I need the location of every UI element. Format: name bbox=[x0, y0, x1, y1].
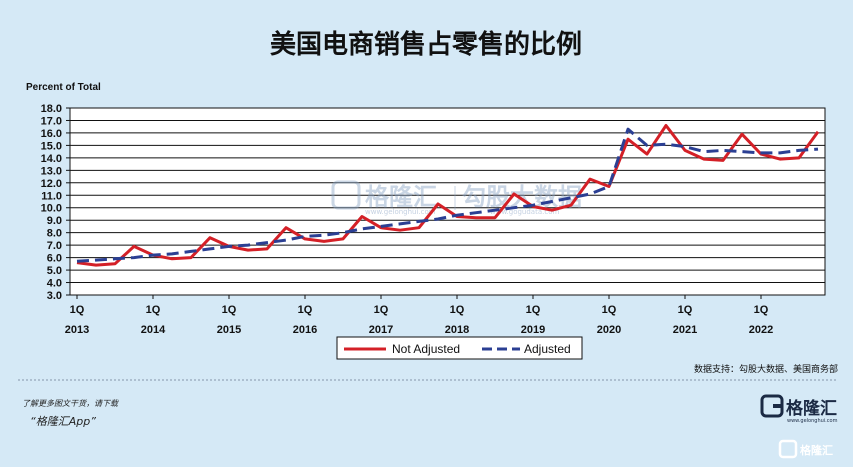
y-tick-label: 3.0 bbox=[47, 290, 62, 302]
x-tick-quarter: 1Q bbox=[602, 304, 617, 316]
y-tick-label: 7.0 bbox=[47, 240, 62, 252]
x-tick-year: 2015 bbox=[217, 324, 241, 336]
source-note: 数据支持：勾股大数据、美国商务部 bbox=[694, 363, 838, 375]
watermark-data-sub: www.gogudata.com bbox=[490, 208, 559, 216]
watermark-logo-icon bbox=[331, 180, 361, 210]
legend-box bbox=[336, 336, 583, 360]
y-tick-label: 4.0 bbox=[47, 278, 62, 290]
x-tick-year: 2022 bbox=[749, 324, 773, 336]
x-tick-year: 2014 bbox=[141, 324, 166, 336]
y-tick-label: 12.0 bbox=[41, 178, 62, 190]
y-tick-label: 16.0 bbox=[41, 128, 62, 140]
x-tick-quarter: 1Q bbox=[754, 304, 769, 316]
x-tick-year: 2016 bbox=[293, 324, 317, 336]
series-line-not-adjusted bbox=[76, 124, 820, 267]
x-tick-quarter: 1Q bbox=[526, 304, 541, 316]
corner-watermark: 格隆汇 bbox=[778, 439, 833, 459]
legend-label-not-adjusted: Not Adjusted bbox=[392, 342, 460, 356]
y-tick-label: 17.0 bbox=[41, 115, 62, 127]
footer-logo-sub: www.gelonghui.com bbox=[787, 418, 838, 424]
x-tick-quarter: 1Q bbox=[146, 304, 161, 316]
legend-label-adjusted: Adjusted bbox=[524, 342, 571, 356]
watermark-brand-sub: www.gelonghui.com bbox=[365, 208, 436, 216]
x-tick-quarter: 1Q bbox=[374, 304, 389, 316]
x-tick-quarter: 1Q bbox=[70, 304, 85, 316]
y-tick-label: 14.0 bbox=[41, 153, 62, 165]
y-tick-label: 15.0 bbox=[41, 140, 62, 152]
y-tick-labels: 3.04.05.06.07.08.09.010.011.012.013.014.… bbox=[41, 103, 62, 302]
x-tick-year: 2020 bbox=[597, 324, 621, 336]
footer-logo: 格隆汇 www.gelonghui.com bbox=[760, 394, 838, 424]
x-tick-labels: 1Q 2013 1Q 2014 1Q 2015 1Q 2016 1Q 2017 1Q 2018 1Q 20… bbox=[65, 295, 773, 336]
y-tick-label: 5.0 bbox=[47, 265, 62, 277]
chart-title: 美国电商销售占零售的比例 bbox=[270, 29, 582, 60]
x-tick-quarter: 1Q bbox=[222, 304, 237, 316]
y-axis-label: Percent of Total bbox=[26, 82, 101, 93]
x-tick-year: 2018 bbox=[445, 324, 469, 336]
x-tick-year: 2013 bbox=[65, 324, 89, 336]
y-tick-label: 13.0 bbox=[41, 165, 62, 177]
corner-text: 格隆汇 bbox=[800, 443, 833, 457]
x-tick-year: 2021 bbox=[673, 324, 697, 336]
y-tick-label: 10.0 bbox=[41, 203, 62, 215]
x-tick-year: 2019 bbox=[521, 324, 545, 336]
x-tick-year: 2017 bbox=[369, 324, 393, 336]
footer-app-name: “格隆汇App” bbox=[30, 415, 96, 428]
footer-logo-icon-bar bbox=[773, 404, 782, 408]
y-tick-label: 11.0 bbox=[41, 190, 62, 202]
series-line-adjusted bbox=[76, 127, 819, 263]
x-tick-quarter: 1Q bbox=[678, 304, 693, 316]
y-tick-label: 9.0 bbox=[47, 215, 62, 227]
x-tick-quarter: 1Q bbox=[450, 304, 465, 316]
legend: Not Adjusted Adjusted bbox=[336, 336, 583, 360]
footer-note: 了解更多图文干货，请下载 bbox=[22, 399, 119, 408]
plot-area bbox=[69, 107, 826, 296]
y-tick-label: 6.0 bbox=[47, 253, 62, 265]
x-tick-quarter: 1Q bbox=[298, 304, 313, 316]
series-layer bbox=[76, 124, 820, 267]
watermark: 格隆汇 www.gelonghui.com 勾股大数据 www.gogudata… bbox=[331, 180, 582, 216]
footer-logo-text: 格隆汇 bbox=[786, 398, 837, 419]
y-tick-label: 8.0 bbox=[47, 228, 62, 240]
y-tick-label: 18.0 bbox=[41, 103, 62, 115]
corner-logo-icon bbox=[778, 439, 798, 459]
watermark-brand: 格隆汇 bbox=[365, 183, 437, 211]
